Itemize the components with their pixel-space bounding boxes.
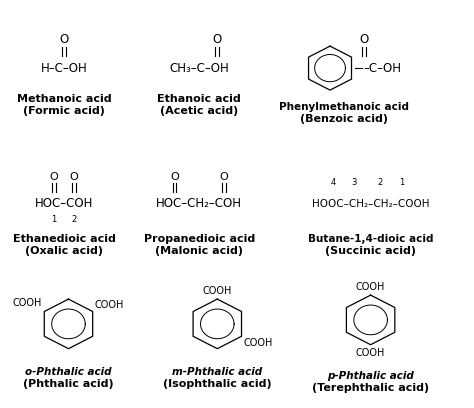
Text: (Malonic acid): (Malonic acid) [155, 246, 243, 256]
Text: Ethanoic acid: Ethanoic acid [157, 94, 241, 104]
Text: (Oxalic acid): (Oxalic acid) [25, 246, 103, 256]
Text: COOH: COOH [356, 348, 385, 358]
Text: 2: 2 [377, 178, 382, 187]
Text: (Isophthalic acid): (Isophthalic acid) [163, 379, 272, 389]
Text: m-Phthalic acid: m-Phthalic acid [172, 367, 262, 377]
Text: HOOC–CH₂–CH₂–COOH: HOOC–CH₂–CH₂–COOH [312, 199, 429, 209]
Text: 1: 1 [51, 215, 57, 224]
Text: –C–OH: –C–OH [364, 62, 402, 75]
Text: HOC–COH: HOC–COH [35, 197, 93, 211]
Text: Butane-1,4-dioic acid: Butane-1,4-dioic acid [308, 234, 433, 244]
Text: 4: 4 [331, 178, 336, 187]
Text: (Acetic acid): (Acetic acid) [160, 106, 238, 116]
Text: o-Phthalic acid: o-Phthalic acid [25, 367, 112, 377]
Text: O: O [59, 33, 69, 46]
Text: O: O [359, 33, 368, 46]
Text: (Phthalic acid): (Phthalic acid) [23, 379, 114, 389]
Text: O: O [170, 172, 179, 182]
Text: (Terephthalic acid): (Terephthalic acid) [312, 383, 429, 392]
Text: CH₃–C–OH: CH₃–C–OH [169, 62, 229, 75]
Text: (Succinic acid): (Succinic acid) [325, 246, 416, 256]
Text: COOH: COOH [244, 338, 273, 348]
Text: COOH: COOH [95, 299, 124, 310]
Text: Ethanedioic acid: Ethanedioic acid [12, 234, 115, 244]
Text: COOH: COOH [202, 286, 232, 296]
Text: 2: 2 [71, 215, 76, 224]
Text: HOC–CH₂–COH: HOC–CH₂–COH [156, 197, 242, 211]
Text: Phenylmethanoic acid: Phenylmethanoic acid [279, 102, 409, 112]
Text: O: O [70, 172, 78, 182]
Text: Methanoic acid: Methanoic acid [17, 94, 111, 104]
Text: (Formic acid): (Formic acid) [23, 106, 105, 116]
Text: H–C–OH: H–C–OH [41, 62, 87, 75]
Text: O: O [213, 33, 222, 46]
Text: 1: 1 [399, 178, 404, 187]
Text: COOH: COOH [356, 282, 385, 292]
Text: COOH: COOH [13, 298, 42, 308]
Text: O: O [50, 172, 58, 182]
Text: O: O [219, 172, 228, 182]
Text: Propanedioic acid: Propanedioic acid [144, 234, 255, 244]
Text: p-Phthalic acid: p-Phthalic acid [327, 370, 414, 381]
Text: (Benzoic acid): (Benzoic acid) [300, 114, 388, 124]
Text: 3: 3 [351, 178, 356, 187]
